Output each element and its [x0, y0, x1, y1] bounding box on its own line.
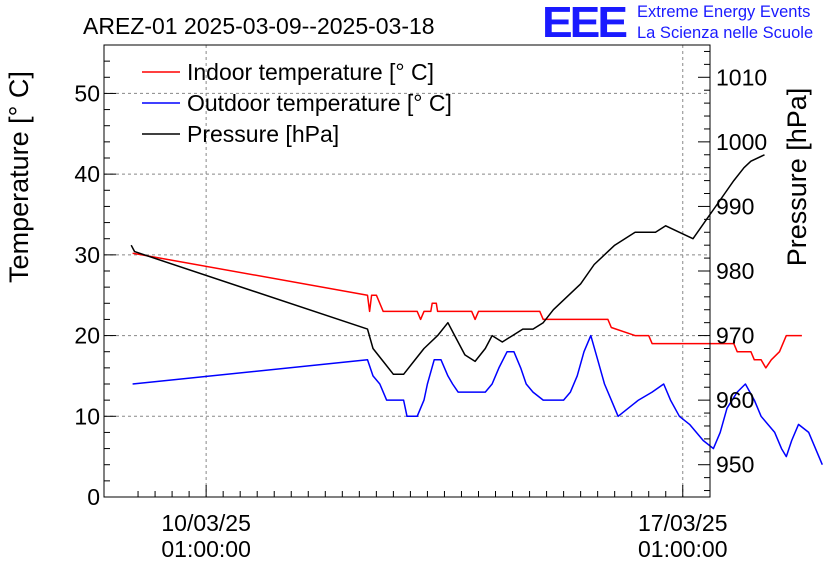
y2-tick-label: 1000 — [716, 129, 767, 155]
series-line-2 — [132, 334, 823, 465]
legend-label-2: Outdoor temperature [° C] — [187, 90, 452, 116]
legend-label-3: Pressure [hPa] — [187, 121, 339, 147]
y-tick-label: 30 — [74, 242, 100, 268]
x-tick-label-time: 01:00:00 — [161, 536, 251, 562]
x-tick-label-date: 10/03/25 — [161, 510, 251, 536]
legend: Indoor temperature [° C] Outdoor temperat… — [142, 59, 452, 147]
series-group — [130, 154, 823, 465]
y-axis-label-temperature: Temperature [° C] — [4, 71, 34, 283]
eee-logo-line1: Extreme Energy Events — [637, 3, 811, 21]
x-tick-label-date: 17/03/25 — [638, 510, 728, 536]
y2-tick-label: 1010 — [716, 64, 767, 90]
y-tick-label: 10 — [74, 403, 100, 429]
legend-label-1: Indoor temperature [° C] — [187, 59, 434, 85]
y2-tick-label: 950 — [716, 452, 754, 478]
y-tick-label: 20 — [74, 323, 100, 349]
series-line-3 — [130, 154, 765, 376]
eee-logo-line2: La Scienza nelle Scuole — [637, 24, 814, 42]
y2-tick-label: 970 — [716, 323, 754, 349]
x-tick-label-time: 01:00:00 — [638, 536, 728, 562]
y-tick-label: 40 — [74, 161, 100, 187]
y-axis-label-pressure: Pressure [hPa] — [782, 88, 812, 267]
y2-tick-label: 960 — [716, 387, 754, 413]
series-line-1 — [132, 252, 802, 369]
chart-title: AREZ-01 2025-03-09--2025-03-18 — [83, 13, 435, 39]
axes: 0 10 20 30 40 50 950 960 970 980 990 1000 1010 10/03/… — [74, 44, 767, 562]
eee-logo-mark: EEE — [542, 0, 628, 47]
y2-tick-label: 980 — [716, 258, 754, 284]
y-tick-label: 0 — [87, 484, 100, 510]
y2-tick-label: 990 — [716, 193, 754, 219]
y-tick-label: 50 — [74, 80, 100, 106]
